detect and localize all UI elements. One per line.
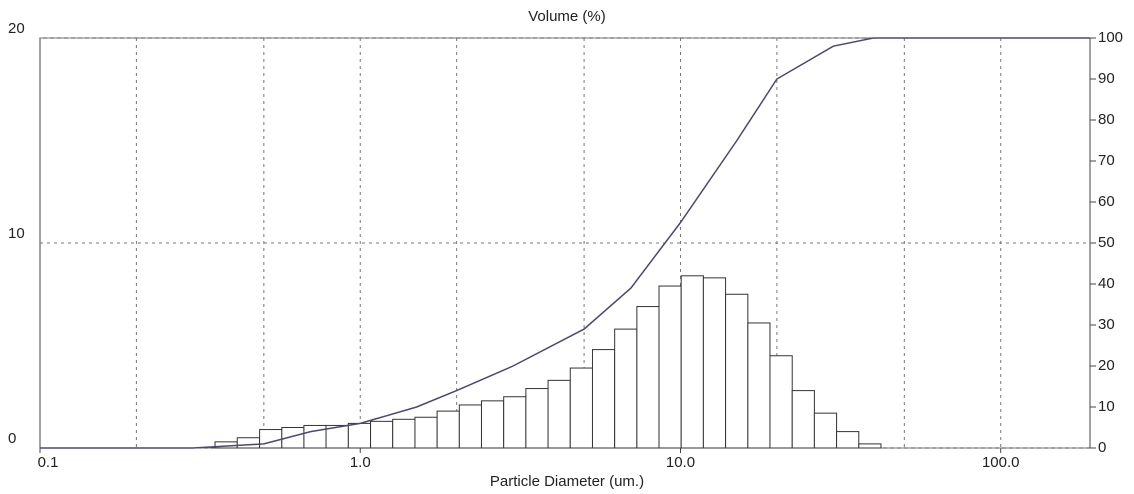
y2-tick-label: 70 [1098,152,1115,169]
bar [836,431,860,449]
bar [303,424,327,449]
bar [480,400,505,449]
x-tick-label: 100.0 [982,454,1020,471]
bar [680,275,704,449]
y2-tick-label: 0 [1098,439,1106,456]
x-tick-label: 0.1 [38,454,59,471]
x-axis-label: Particle Diameter (um.) [490,473,644,490]
bar [791,390,815,449]
y2-tick-label: 50 [1098,234,1115,251]
cumulative-line [40,37,1090,449]
y2-tick-label: 80 [1098,111,1115,128]
bar [569,367,593,449]
bar [525,388,549,449]
bar [259,429,283,449]
bar [414,416,438,449]
y2-tick-label: 30 [1098,316,1115,333]
bar [725,293,749,449]
y2-tick-label: 40 [1098,275,1115,292]
bar [813,412,838,449]
y-tick-label: 0 [8,430,16,447]
bar [503,396,527,449]
bar [458,404,482,449]
bar [747,322,771,449]
y2-tick-label: 90 [1098,70,1115,87]
bar [392,418,416,449]
y2-tick-label: 20 [1098,357,1115,374]
chart-title: Volume (%) [528,8,606,25]
y2-tick-label: 10 [1098,398,1115,415]
x-tick-label: 10.0 [666,454,695,471]
bar [769,355,793,449]
bar [370,420,394,449]
bar [591,349,616,449]
y2-tick-label: 60 [1098,193,1115,210]
bar [236,437,261,449]
bar [436,410,460,449]
y2-tick-label: 100 [1098,29,1123,46]
y-tick-label: 10 [8,225,25,242]
bar [658,285,682,449]
bar [858,443,882,449]
bar [547,379,571,449]
bar [702,277,727,449]
x-tick-label: 1.0 [350,454,371,471]
y-tick-label: 20 [8,20,25,37]
bar [614,328,638,449]
bar [347,422,372,449]
bar [636,306,660,449]
